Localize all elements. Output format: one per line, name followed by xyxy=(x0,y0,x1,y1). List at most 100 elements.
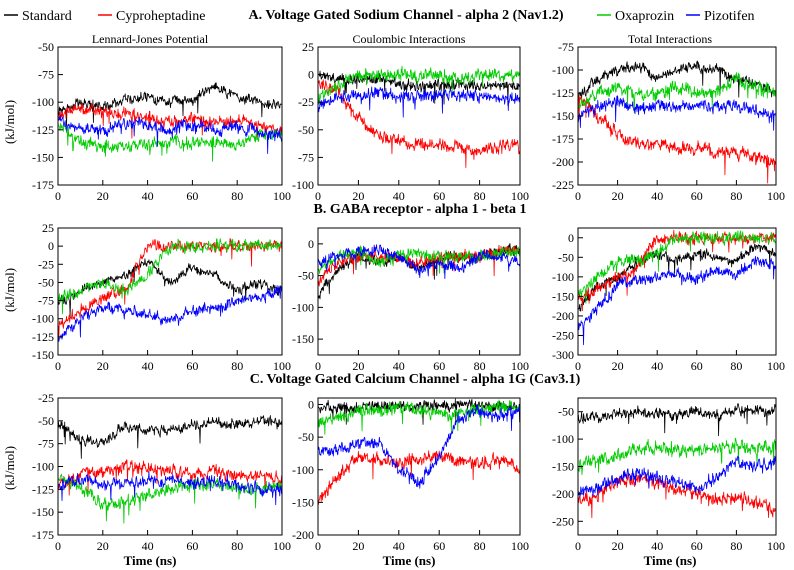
panel-r2-c1-ytick-label: -100 xyxy=(292,463,314,477)
panel-r2-c1-ytick-label: -150 xyxy=(292,495,314,509)
panel-r2-c2-xtick-label: 20 xyxy=(612,539,624,553)
panel-r0-c0-xtick-label: 100 xyxy=(273,189,291,203)
panel-r1-c1-xtick-label: 0 xyxy=(315,359,321,373)
panel-r1-c2-ytick-label: -250 xyxy=(552,328,574,342)
panel-r1-c1-line-pizotifen xyxy=(318,244,520,280)
panel-r2-c1-line-cyproheptadine xyxy=(318,450,520,505)
panel-r2-c0: 0 20 40 60 80 100 -175 -150 -125 -100 -75 -50 -25 xyxy=(32,391,291,553)
panel-r1-c0-xtick-label: 40 xyxy=(142,359,154,373)
legend: Standard Cyproheptadine Oxaprozin Pizoti… xyxy=(4,9,755,24)
panel-r0-c2-ytick-label: -225 xyxy=(552,178,574,192)
panel-r0-c2-xtick-label: 100 xyxy=(767,189,785,203)
panel-r2-c0-ytick-label: -25 xyxy=(38,391,54,405)
panel-r1-c0-ytick-label: -125 xyxy=(32,330,54,344)
panel-r0-c0-xtick-label: 60 xyxy=(186,189,198,203)
panel-r0-c0-ytick-label: -125 xyxy=(32,123,54,137)
panel-r1-c0-xtick-label: 20 xyxy=(97,359,109,373)
panel-r0-c1-ytick-label: -75 xyxy=(298,150,314,164)
panel-r0-c2-frame xyxy=(577,46,777,186)
row-c-title: C. Voltage Gated Calcium Channel - alpha… xyxy=(250,372,581,387)
panel-r0-c0-series xyxy=(58,82,282,162)
panel-r2-c0-ytick-label: -100 xyxy=(32,460,54,474)
panel-r2-c2-series xyxy=(578,403,776,519)
panel-r0-c2-xtick-label: 60 xyxy=(691,189,703,203)
panel-r1-c2-line-pizotifen xyxy=(578,255,776,346)
panel-r2-c2-xtick-label: 0 xyxy=(575,539,581,553)
panel-r1-c0-ytick-label: -50 xyxy=(38,275,54,289)
panel-r1-c1-ytick-label: -100 xyxy=(292,300,314,314)
panel-r2-c1-ytick-label: -50 xyxy=(298,430,314,444)
panel-r2-c1-xtick-label: 20 xyxy=(352,539,364,553)
panel-r2-c1-line-oxaprozin xyxy=(318,399,520,435)
panel-r1-c1-xtick-label: 100 xyxy=(511,359,529,373)
panel-r2-c2-xtick-label: 100 xyxy=(767,539,785,553)
panel-r0-c0-ytick-label: -175 xyxy=(32,178,54,192)
panel-r2-c1-xtick-label: 60 xyxy=(433,539,445,553)
panel-r2-c1-ytick-label: -200 xyxy=(292,528,314,542)
panel-r0-c2-ytick-label: -100 xyxy=(552,63,574,77)
panel-r2-c0-xtick-label: 40 xyxy=(142,539,154,553)
panel-r1-c0-series xyxy=(58,238,282,342)
panel-r2-c2-line-cyproheptadine xyxy=(578,472,776,519)
panel-r0-c0-line-pizotifen xyxy=(58,114,282,155)
panel-r0-c2-series xyxy=(578,60,776,184)
panel-r2-c0-xtick-label: 0 xyxy=(55,539,61,553)
panel-r2-c1-xtick-label: 100 xyxy=(511,539,529,553)
panel-r2-c2-line-standard xyxy=(578,403,776,437)
panel-r0-c1-line-cyproheptadine xyxy=(318,79,520,169)
panel-r1-c1-xtick-label: 60 xyxy=(433,359,445,373)
panel-r1-c2-line-cyproheptadine xyxy=(578,229,776,312)
panel-r2-c0-ytick-label: -75 xyxy=(38,437,54,451)
panel-r2-c0-line-oxaprozin xyxy=(58,473,282,524)
panel-r0-c1-xtick-label: 100 xyxy=(511,189,529,203)
panel-r0-c1-xtick-label: 0 xyxy=(315,189,321,203)
panel-r1-c2-ytick-label: 0 xyxy=(568,231,574,245)
panel-r1-c1-ytick-label: -50 xyxy=(298,269,314,283)
panel-r1-c2: 0 20 40 60 80 100 -300 -250 -200 -150 -100 -50 0 xyxy=(552,227,785,373)
panel-r0-c1-ytick-label: -25 xyxy=(298,95,314,109)
legend-pizotifen-label: Pizotifen xyxy=(704,9,755,24)
panel-r2-c1-xtick-label: 40 xyxy=(393,539,405,553)
panel-r0-c1-line-oxaprozin xyxy=(318,65,520,105)
panel-r2-c0-xtick-label: 60 xyxy=(186,539,198,553)
panel-r0-c2-xtick-label: 0 xyxy=(575,189,581,203)
panel-r2-c2-ytick-label: -250 xyxy=(552,514,574,528)
panel-r1-c0-line-pizotifen xyxy=(58,285,282,342)
panel-r0-c0: 0 20 40 60 80 100 -175 -150 -125 -100 -75 -50 xyxy=(32,40,291,203)
panel-r1-c2-ytick-label: -200 xyxy=(552,309,574,323)
panel-r2-c2-ytick-label: -100 xyxy=(552,432,574,446)
panel-r0-c2-ytick-label: -175 xyxy=(552,132,574,146)
panel-r0-c1-ytick-label: -50 xyxy=(298,123,314,137)
ylabel-row-a: (kJ/mol) xyxy=(2,100,17,144)
panel-r2-c0-xtick-label: 20 xyxy=(97,539,109,553)
panel-r1-c1-ytick-label: -150 xyxy=(292,332,314,346)
panel-r0-c0-line-oxaprozin xyxy=(58,122,282,162)
panel-r1-c2-ytick-label: -300 xyxy=(552,348,574,362)
xlabel-col-1: Time (ns) xyxy=(124,553,177,568)
row-b-title: B. GABA receptor - alpha 1 - beta 1 xyxy=(314,202,527,217)
panel-r1-c0-line-oxaprozin xyxy=(58,238,282,315)
panel-r0-c2-line-cyproheptadine xyxy=(578,92,776,184)
panel-r1-c2-xtick-label: 60 xyxy=(691,359,703,373)
panel-r2-c0-line-pizotifen xyxy=(58,471,282,506)
panel-r2-c2: 0 20 40 60 80 100 -250 -200 -150 -100 -50 xyxy=(552,397,785,553)
panel-r1-c0-xtick-label: 100 xyxy=(273,359,291,373)
panel-r1-c2-xtick-label: 100 xyxy=(767,359,785,373)
col-total-title: Total Interactions xyxy=(628,32,712,46)
panel-r2-c2-ytick-label: -200 xyxy=(552,487,574,501)
panel-r0-c1: 0 20 40 60 80 100 -100 -75 -50 -25 0 25 xyxy=(292,40,529,203)
panel-r2-c2-ytick-label: -50 xyxy=(558,405,574,419)
legend-standard-label: Standard xyxy=(22,9,72,24)
panel-r0-c0-frame xyxy=(57,46,283,186)
panel-r0-c1-series xyxy=(318,65,520,169)
panel-r1-c0-frame xyxy=(57,227,283,356)
panel-r2-c0-line-standard xyxy=(58,415,282,459)
legend-cyproheptadine-label: Cyproheptadine xyxy=(116,9,205,24)
panel-r1-c2-line-oxaprozin xyxy=(578,230,776,304)
panel-r0-c1-line-standard xyxy=(318,70,520,106)
panel-r1-c2-ytick-label: -50 xyxy=(558,250,574,264)
ylabel-row-c: (kJ/mol) xyxy=(2,446,17,490)
panel-r1-c2-frame xyxy=(577,227,777,356)
panel-r2-c1-line-pizotifen xyxy=(318,404,520,489)
panel-r1-c2-ytick-label: -100 xyxy=(552,270,574,284)
